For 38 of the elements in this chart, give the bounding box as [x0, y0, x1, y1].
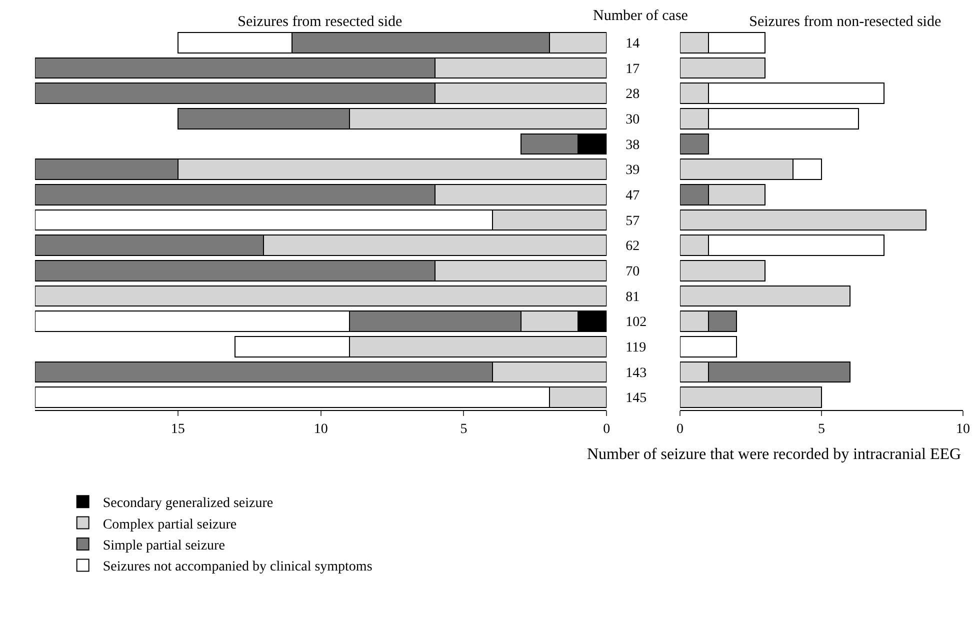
y-tick-label: 81: [626, 290, 640, 305]
bar: [680, 209, 927, 231]
x-tick-label: 0: [603, 422, 610, 437]
x-tick-label: 15: [170, 422, 185, 437]
y-tick-label: 17: [626, 62, 640, 77]
x-tick-label: 10: [956, 422, 970, 437]
bar: [680, 57, 766, 79]
x-tick-label: 5: [818, 422, 825, 437]
y-tick-label: 70: [626, 264, 640, 280]
bar: [680, 260, 766, 282]
x-axis-title: Number of seizure that were recorded by intracranial EEG: [587, 446, 962, 463]
x-tick-label: 5: [460, 422, 468, 437]
legend-label: Simple partial seizure: [102, 538, 225, 554]
legend-label: Secondary generalized seizure: [102, 496, 274, 512]
bar: [680, 133, 709, 155]
bar: [35, 285, 607, 307]
y-tick-label: 119: [626, 340, 646, 356]
y-tick-label: 30: [626, 112, 640, 128]
x-tick-label: 10: [314, 422, 328, 437]
bar: [680, 336, 738, 358]
y-tick-label: 28: [626, 87, 640, 102]
bar: [680, 285, 850, 307]
y-tick-label: 57: [626, 214, 640, 229]
y-tick-label: 14: [626, 36, 640, 52]
legend-label: Complex partial seizure: [102, 517, 237, 532]
legend-label: Seizures not accompanied by clinical symptoms: [102, 560, 372, 575]
y-tick-label: 143: [626, 366, 647, 381]
y-tick-label: 38: [626, 138, 640, 153]
chart-title: Seizures from non-resected side: [749, 14, 942, 30]
y-axis-title: Number of case: [593, 8, 688, 24]
y-tick-label: 62: [626, 239, 640, 254]
y-tick-label: 145: [626, 391, 647, 406]
chart-title: Seizures from resected side: [238, 14, 402, 30]
x-tick-label: 0: [676, 422, 684, 437]
y-tick-label: 39: [626, 163, 640, 178]
y-tick-label: 102: [626, 315, 647, 330]
bar: [680, 386, 822, 408]
y-tick-label: 47: [626, 188, 640, 204]
